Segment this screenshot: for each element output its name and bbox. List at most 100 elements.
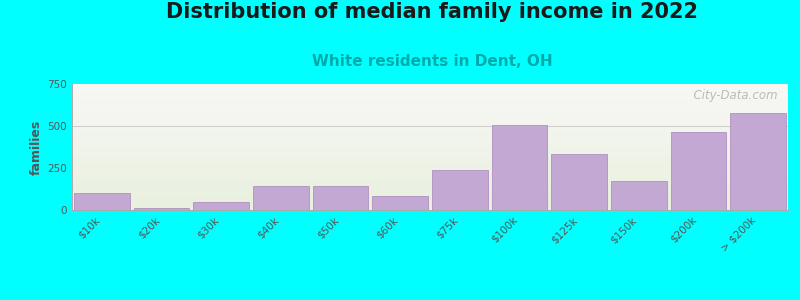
Bar [72,100,788,101]
Bar [373,196,428,210]
Bar [72,187,788,188]
Bar [72,84,788,85]
Bar [253,187,309,210]
Bar [72,133,788,134]
Bar [72,124,788,125]
Bar [72,158,788,159]
Bar [72,163,788,164]
Bar [730,112,786,210]
Bar [72,98,788,99]
Bar [72,135,788,136]
Bar [72,125,788,126]
Bar [72,122,788,123]
Bar [72,182,788,183]
Bar [72,209,788,210]
Bar [72,188,788,189]
Bar [72,137,788,138]
Bar [72,176,788,177]
Bar [72,150,788,151]
Text: White residents in Dent, OH: White residents in Dent, OH [312,54,552,69]
Text: City-Data.com: City-Data.com [686,89,778,102]
Bar [72,111,788,112]
Bar [72,184,788,185]
Bar [72,191,788,192]
Bar [72,139,788,140]
Bar [72,95,788,96]
Bar [72,201,788,202]
Bar [72,179,788,180]
Bar [72,205,788,206]
Bar [72,119,788,120]
Bar [72,149,788,150]
Bar [72,93,788,94]
Bar [194,202,249,210]
Bar [72,131,788,132]
Bar [72,132,788,133]
Bar [72,141,788,142]
Bar [72,144,788,145]
Bar [72,142,788,143]
Bar [72,206,788,207]
Bar [72,177,788,178]
Bar [72,193,788,194]
Bar [72,87,788,88]
Bar [72,128,788,129]
Bar [72,99,788,100]
Bar [72,204,788,205]
Bar [72,110,788,111]
Bar [72,136,788,137]
Bar [72,194,788,195]
Bar [72,145,788,146]
Bar [72,180,788,181]
Y-axis label: families: families [30,119,43,175]
Bar [72,164,788,165]
Bar [72,100,788,101]
Bar [72,169,788,170]
Bar [72,106,788,107]
Bar [72,154,788,155]
Bar [72,208,788,209]
Bar [72,171,788,172]
Bar [72,92,788,93]
Bar [72,94,788,95]
Text: Distribution of median family income in 2022: Distribution of median family income in … [166,2,698,22]
Bar [72,105,788,106]
Bar [72,130,788,131]
Bar [72,165,788,166]
Bar [72,108,788,109]
Bar [72,186,788,187]
Bar [72,88,788,89]
Bar [72,203,788,204]
Bar [72,134,788,135]
Bar [72,96,788,97]
Bar [72,195,788,196]
Bar [72,153,788,154]
Bar [72,151,788,152]
Bar [72,172,788,173]
Bar [72,101,788,102]
Bar [72,183,788,184]
Bar [670,132,726,210]
Bar [134,208,190,210]
Bar [72,199,788,200]
Bar [72,173,788,174]
Bar [72,202,788,203]
Bar [72,147,788,148]
Bar [72,178,788,179]
Bar [72,152,788,153]
Bar [72,198,788,199]
Bar [72,155,788,156]
Bar [432,170,487,210]
Bar [72,117,788,118]
Bar [72,120,788,121]
Bar [72,107,788,108]
Bar [72,161,788,162]
Bar [72,196,788,197]
Bar [72,112,788,113]
Bar [72,115,788,116]
Bar [72,170,788,171]
Bar [72,121,788,122]
Bar [72,104,788,105]
Bar [72,138,788,139]
Bar [72,129,788,130]
